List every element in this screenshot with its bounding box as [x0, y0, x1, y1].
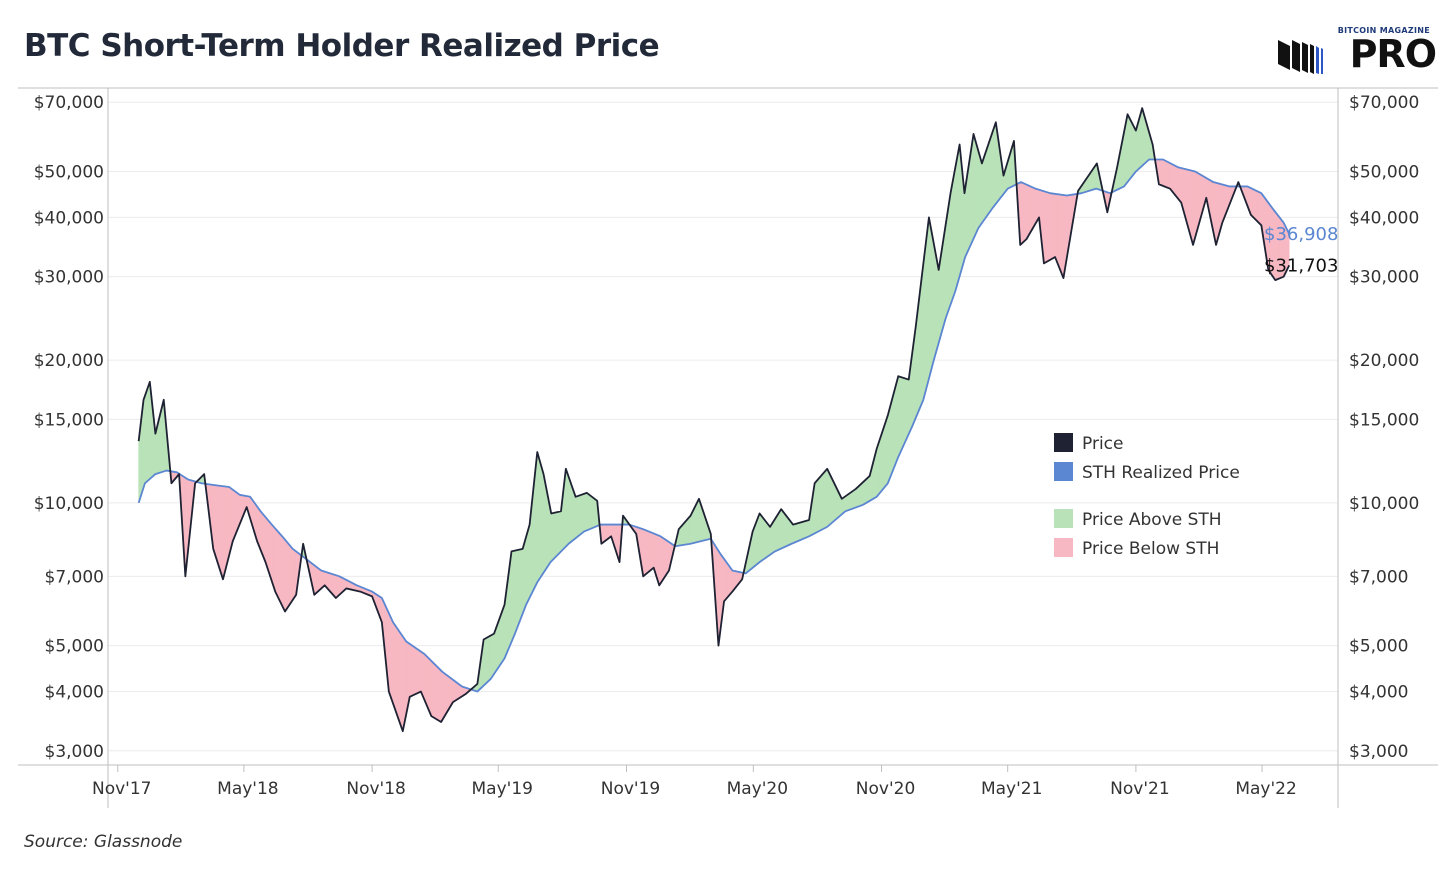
legend: Price STH Realized Price Price Above STH Pr… [1054, 433, 1240, 559]
x-tick-label: Nov'20 [856, 779, 915, 799]
y-tick-label-right: $3,000 [1349, 742, 1408, 762]
logo-main-text: PRO [1349, 32, 1437, 76]
y-tick-label-right: $4,000 [1349, 683, 1408, 703]
y-tick-label-right: $30,000 [1349, 268, 1419, 288]
y-tick-label-right: $15,000 [1349, 410, 1419, 430]
y-tick-label-right: $50,000 [1349, 162, 1419, 182]
legend-swatch [1054, 433, 1073, 452]
sth-realized-price-line [137, 158, 1291, 693]
y-tick-label-left: $5,000 [45, 637, 104, 657]
series-lines [137, 107, 1291, 733]
y-axis-right: $3,000 $4,000 $5,000 $7,000 $10,000 $15,000 $2… [1349, 93, 1419, 762]
price-end-label: $31,703 [1264, 255, 1338, 276]
y-axis-left: $3,000 $4,000 $5,000 $7,000 $10,000 $15,000 $2… [34, 93, 104, 762]
x-tick-label: May'19 [472, 779, 533, 799]
x-tick-label: Nov'17 [92, 779, 151, 799]
x-tick-label: May'20 [727, 779, 788, 799]
x-tick-label: May'18 [217, 779, 278, 799]
logo-top-text: BITCOIN MAGAZINE [1337, 26, 1430, 35]
source-note: Source: Glassnode [24, 832, 183, 852]
legend-swatch [1054, 462, 1073, 481]
x-tick-label: Nov'19 [601, 779, 660, 799]
y-tick-label-left: $40,000 [34, 208, 104, 228]
grid-lines [108, 101, 1338, 752]
y-tick-label-left: $4,000 [45, 683, 104, 703]
y-tick-label-left: $70,000 [34, 93, 104, 113]
y-tick-label-left: $30,000 [34, 268, 104, 288]
legend-label: Price [1082, 434, 1123, 454]
sth-end-label: $36,908 [1264, 224, 1338, 245]
legend-swatch [1054, 538, 1073, 557]
y-tick-label-left: $50,000 [34, 162, 104, 182]
x-tick-label: May'21 [981, 779, 1042, 799]
y-tick-label-right: $7,000 [1349, 567, 1408, 587]
bitcoin-magazine-logo-icon [1278, 40, 1323, 74]
price-line [137, 107, 1291, 733]
y-tick-label-right: $10,000 [1349, 494, 1419, 514]
y-tick-label-left: $10,000 [34, 494, 104, 514]
legend-swatch [1054, 509, 1073, 528]
y-tick-label-left: $3,000 [45, 742, 104, 762]
end-labels: $36,908 $31,703 [1264, 224, 1338, 276]
x-axis: Nov'17 May'18 Nov'18 May'19 Nov'19 May'20 Nov'… [92, 765, 1297, 799]
x-tick-label: Nov'18 [346, 779, 405, 799]
legend-label: Price Above STH [1082, 510, 1222, 530]
legend-label: STH Realized Price [1082, 463, 1240, 483]
legend-label: Price Below STH [1082, 539, 1219, 559]
y-tick-label-left: $15,000 [34, 410, 104, 430]
y-tick-label-right: $70,000 [1349, 93, 1419, 113]
chart-frame [18, 87, 1438, 808]
chart-title: BTC Short-Term Holder Realized Price [24, 28, 660, 64]
y-tick-label-left: $7,000 [45, 567, 104, 587]
x-tick-label: Nov'21 [1110, 779, 1169, 799]
y-tick-label-right: $20,000 [1349, 351, 1419, 371]
x-tick-label: May'22 [1235, 779, 1296, 799]
y-tick-label-left: $20,000 [34, 351, 104, 371]
y-tick-label-right: $40,000 [1349, 208, 1419, 228]
y-tick-label-right: $5,000 [1349, 637, 1408, 657]
bitcoin-magazine-logo: BITCOIN MAGAZINE PRO [1276, 26, 1437, 76]
